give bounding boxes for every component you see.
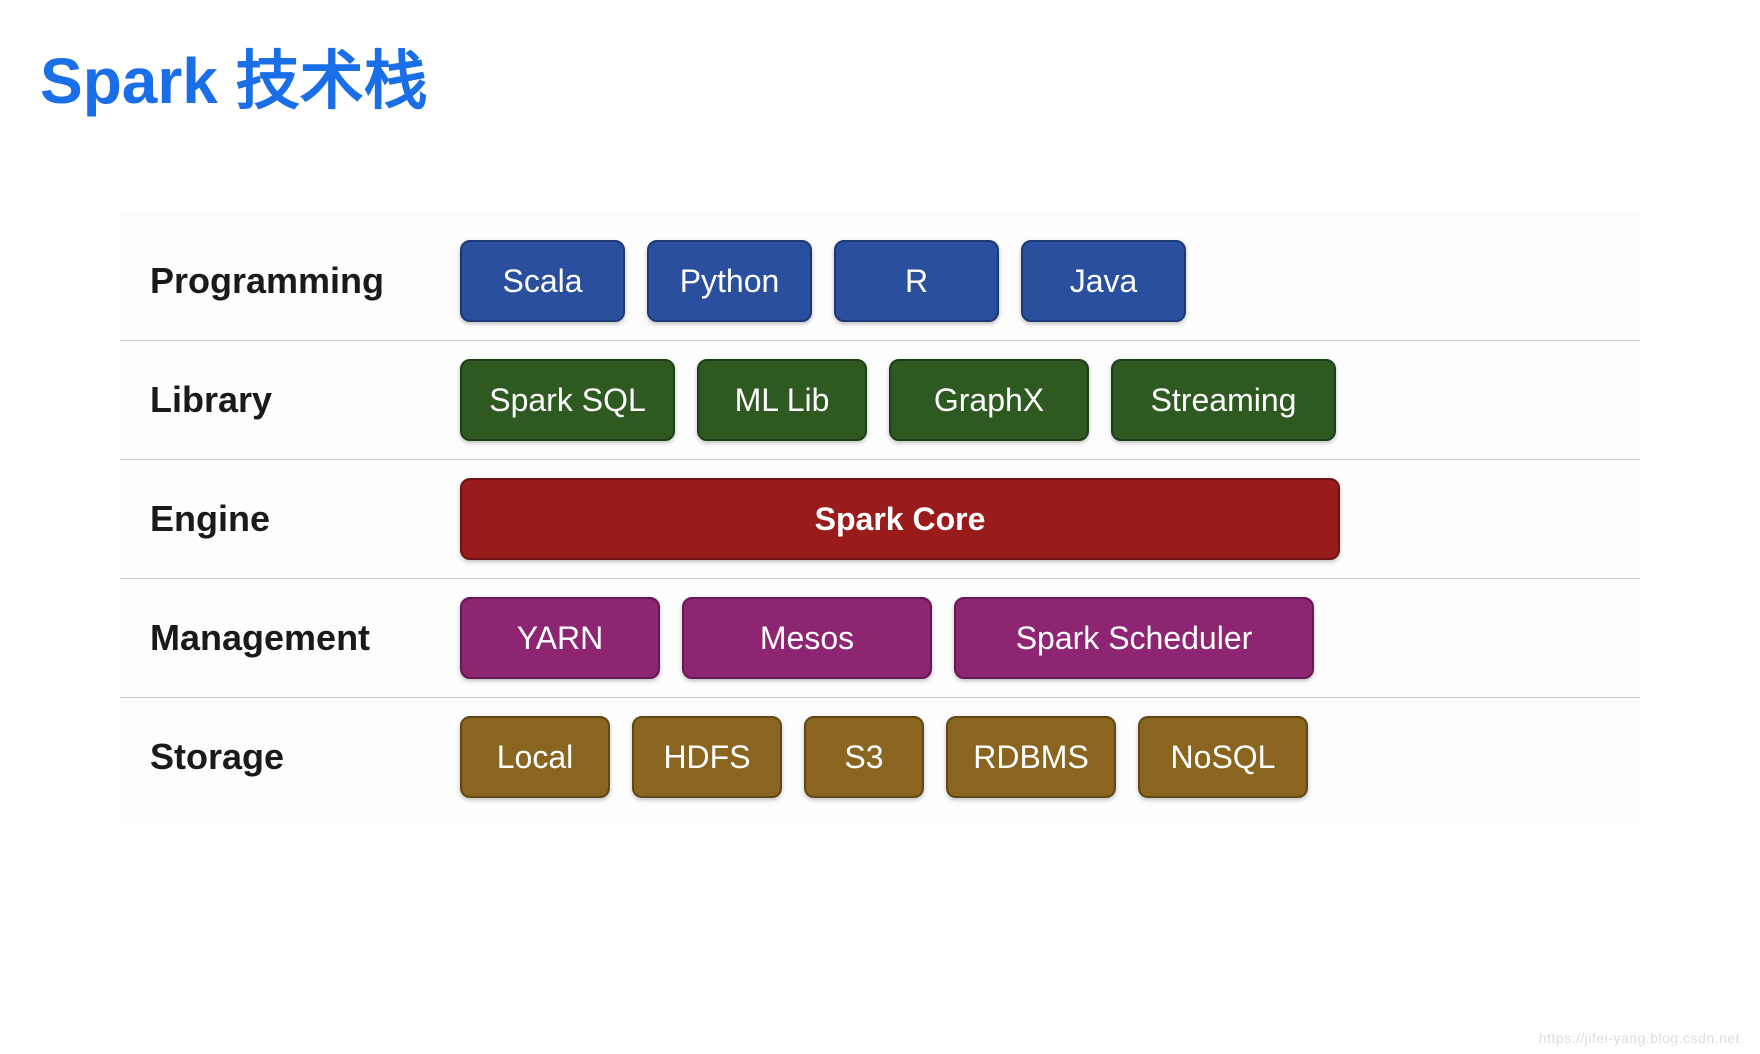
chip-ml-lib: ML Lib (697, 359, 867, 441)
row-management: Management YARN Mesos Spark Scheduler (120, 579, 1640, 698)
row-label-library: Library (150, 379, 460, 421)
chip-java: Java (1021, 240, 1186, 322)
watermark-text: https://jifei-yang.blog.csdn.net (1539, 1030, 1740, 1046)
stack-table: Programming Scala Python R Java Library … (120, 212, 1640, 826)
row-label-engine: Engine (150, 498, 460, 540)
chip-mesos: Mesos (682, 597, 932, 679)
row-library: Library Spark SQL ML Lib GraphX Streamin… (120, 341, 1640, 460)
row-label-programming: Programming (150, 260, 460, 302)
row-items-library: Spark SQL ML Lib GraphX Streaming (460, 359, 1620, 441)
chip-graphx: GraphX (889, 359, 1089, 441)
row-programming: Programming Scala Python R Java (120, 222, 1640, 341)
chip-spark-sql: Spark SQL (460, 359, 675, 441)
chip-rdbms: RDBMS (946, 716, 1116, 798)
chip-scala: Scala (460, 240, 625, 322)
chip-yarn: YARN (460, 597, 660, 679)
chip-spark-core: Spark Core (460, 478, 1340, 560)
chip-r: R (834, 240, 999, 322)
chip-python: Python (647, 240, 812, 322)
chip-local: Local (460, 716, 610, 798)
row-storage: Storage Local HDFS S3 RDBMS NoSQL (120, 698, 1640, 816)
row-label-management: Management (150, 617, 460, 659)
row-engine: Engine Spark Core (120, 460, 1640, 579)
chip-nosql: NoSQL (1138, 716, 1308, 798)
row-items-programming: Scala Python R Java (460, 240, 1620, 322)
row-label-storage: Storage (150, 736, 460, 778)
chip-spark-scheduler: Spark Scheduler (954, 597, 1314, 679)
row-items-management: YARN Mesos Spark Scheduler (460, 597, 1620, 679)
chip-hdfs: HDFS (632, 716, 782, 798)
slide-page: Spark 技术栈 Programming Scala Python R Jav… (0, 0, 1760, 1054)
row-items-storage: Local HDFS S3 RDBMS NoSQL (460, 716, 1620, 798)
chip-s3: S3 (804, 716, 924, 798)
chip-streaming: Streaming (1111, 359, 1336, 441)
page-title: Spark 技术栈 (40, 30, 1720, 122)
row-items-engine: Spark Core (460, 478, 1620, 560)
